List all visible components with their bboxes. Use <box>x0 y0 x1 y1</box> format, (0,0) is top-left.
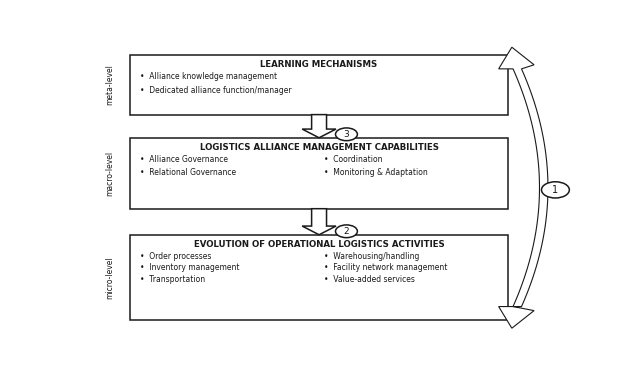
Text: •  Alliance Governance: • Alliance Governance <box>140 155 228 164</box>
Text: micro-level: micro-level <box>105 256 115 299</box>
Text: •  Warehousing/handling: • Warehousing/handling <box>324 252 419 261</box>
Text: •  Monitoring & Adaptation: • Monitoring & Adaptation <box>324 168 428 177</box>
Text: •  Order processes: • Order processes <box>140 252 211 261</box>
Text: •  Dedicated alliance function/manager: • Dedicated alliance function/manager <box>140 86 291 95</box>
Circle shape <box>336 225 358 238</box>
Text: •  Value-added services: • Value-added services <box>324 275 415 284</box>
Bar <box>130 235 508 320</box>
Text: 2: 2 <box>343 227 349 236</box>
Text: LEARNING MECHANISMS: LEARNING MECHANISMS <box>261 61 377 70</box>
Text: macro-level: macro-level <box>105 151 115 196</box>
Circle shape <box>541 182 569 198</box>
Bar <box>130 138 508 209</box>
Text: •  Relational Governance: • Relational Governance <box>140 168 236 177</box>
Bar <box>130 55 508 115</box>
Text: •  Alliance knowledge management: • Alliance knowledge management <box>140 72 277 81</box>
Polygon shape <box>302 115 336 138</box>
Text: 1: 1 <box>552 185 559 195</box>
Text: meta-level: meta-level <box>105 65 115 105</box>
Text: •  Inventory management: • Inventory management <box>140 263 239 272</box>
Text: 3: 3 <box>343 130 349 139</box>
Text: EVOLUTION OF OPERATIONAL LOGISTICS ACTIVITIES: EVOLUTION OF OPERATIONAL LOGISTICS ACTIV… <box>194 240 444 249</box>
Text: •  Transportation: • Transportation <box>140 275 205 284</box>
Polygon shape <box>302 209 336 235</box>
Text: LOGISTICS ALLIANCE MANAGEMENT CAPABILITIES: LOGISTICS ALLIANCE MANAGEMENT CAPABILITI… <box>200 143 438 152</box>
Circle shape <box>336 128 358 141</box>
Text: •  Facility network management: • Facility network management <box>324 263 447 272</box>
Polygon shape <box>499 47 548 328</box>
Text: •  Coordination: • Coordination <box>324 155 383 164</box>
